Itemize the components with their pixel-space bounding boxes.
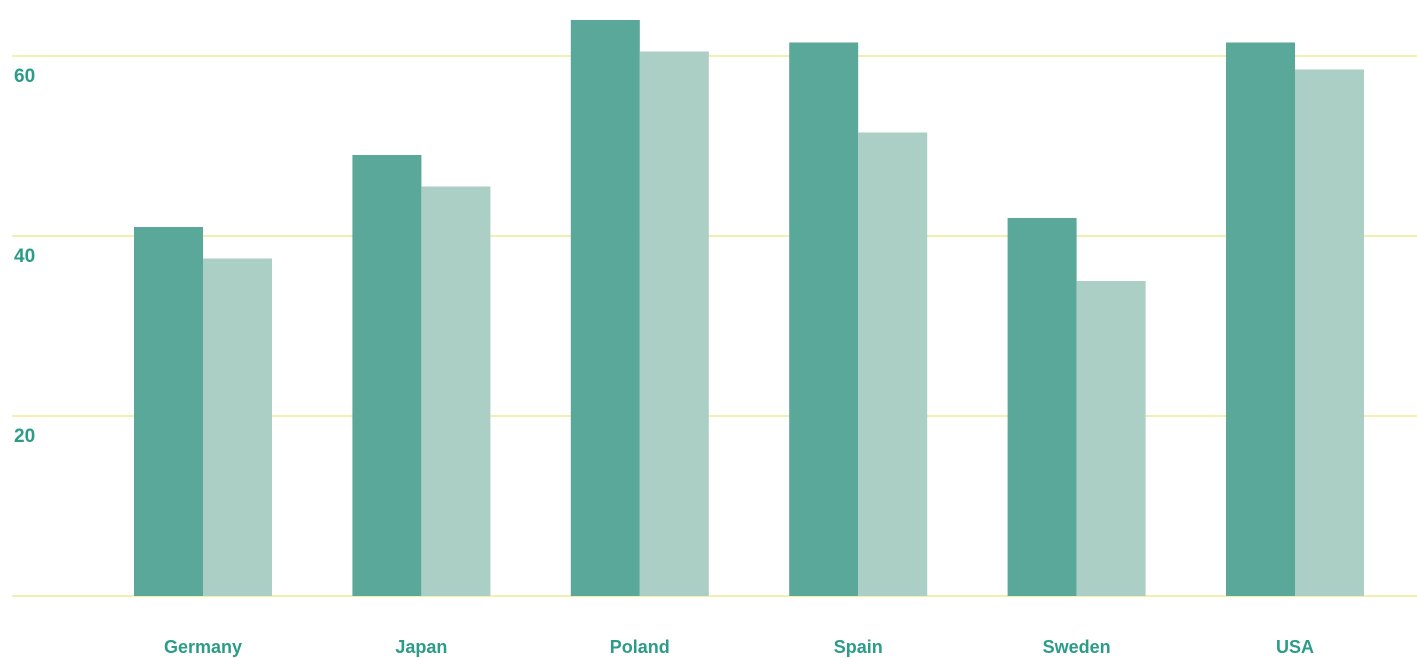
x-category-label: Sweden [1043,637,1111,657]
bar-sweden-series2 [1076,281,1146,596]
bar-sweden-series1 [1007,218,1077,596]
x-category-label: Germany [164,637,242,657]
bar-usa-series2 [1295,69,1364,596]
x-category-label: Spain [834,637,883,657]
x-category-label: USA [1276,637,1314,657]
bar-germany-series2 [203,258,272,596]
bar-spain-series1 [789,42,859,596]
bar-japan-series2 [421,186,491,596]
bar-germany-series1 [134,227,203,596]
bars [134,20,1364,596]
bar-poland-series1 [570,20,640,596]
y-axis-ticks: 20 40 60 [14,66,35,447]
y-tick-label: 60 [14,66,35,87]
y-tick-label: 20 [14,426,35,447]
bar-usa-series1 [1226,42,1295,596]
bar-japan-series1 [352,155,422,596]
bar-poland-series2 [639,51,709,596]
y-tick-label: 40 [14,246,35,267]
x-category-label: Poland [610,637,670,657]
x-axis-categories: Germany Japan Poland Spain Sweden USA [164,637,1314,657]
x-category-label: Japan [395,637,447,657]
bar-spain-series2 [858,132,928,596]
